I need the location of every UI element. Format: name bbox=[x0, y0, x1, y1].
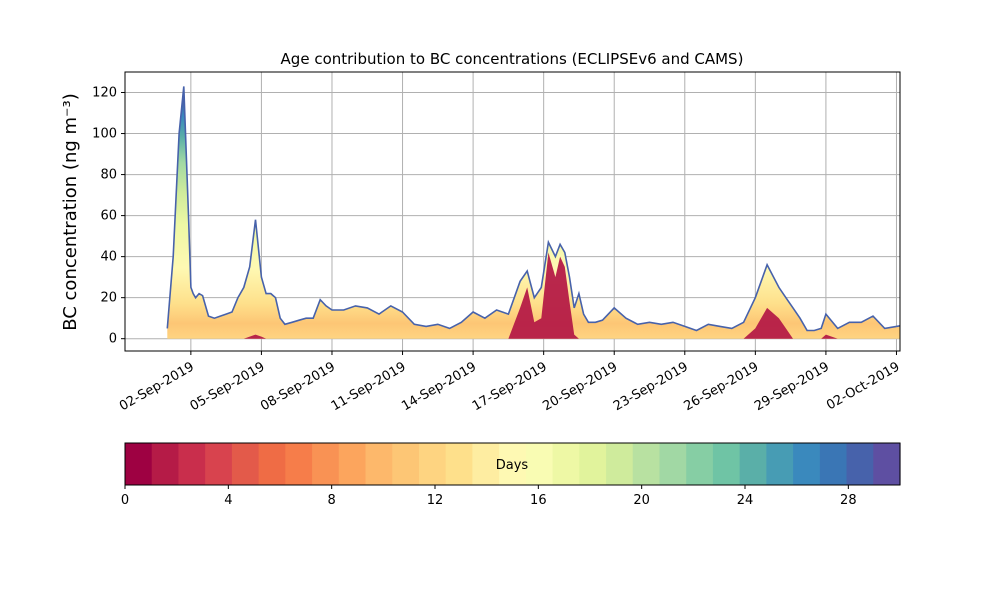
x-tick-label: 29-Sep-2019 bbox=[752, 359, 832, 414]
colorbar-swatch bbox=[338, 443, 367, 485]
x-axis: 02-Sep-201905-Sep-201908-Sep-201911-Sep-… bbox=[117, 351, 902, 414]
area-layer bbox=[166, 86, 900, 339]
x-tick-label: 23-Sep-2019 bbox=[611, 359, 691, 414]
colorbar-tick-label: 4 bbox=[224, 493, 232, 508]
colorbar-swatch bbox=[766, 443, 794, 485]
colorbar-swatch bbox=[151, 443, 180, 485]
colorbar-label: Days bbox=[496, 458, 529, 473]
colorbar-swatch bbox=[739, 443, 767, 485]
colorbar-tick-label: 16 bbox=[530, 493, 547, 508]
total-concentration-line bbox=[166, 86, 900, 332]
y-axis-label: BC concentration (ng m⁻³) bbox=[60, 93, 81, 331]
colorbar-swatch bbox=[418, 443, 447, 485]
colorbar-swatch bbox=[552, 443, 580, 485]
colorbar-tick-label: 28 bbox=[840, 493, 857, 508]
colorbar-swatch bbox=[178, 443, 206, 485]
x-tick-label: 02-Sep-2019 bbox=[117, 359, 197, 414]
colorbar-swatch bbox=[873, 443, 901, 485]
y-tick-label: 60 bbox=[100, 209, 117, 224]
colorbar-tick-label: 24 bbox=[737, 493, 754, 508]
y-axis: 0 20 40 60 80 100 120 bbox=[92, 86, 125, 347]
colorbar-swatch bbox=[205, 443, 233, 485]
x-tick-label: 17-Sep-2019 bbox=[470, 359, 550, 414]
colorbar-swatch bbox=[579, 443, 607, 485]
colorbar-swatch bbox=[606, 443, 634, 485]
x-tick-label: 20-Sep-2019 bbox=[540, 359, 620, 414]
colorbar-swatch bbox=[312, 443, 340, 485]
colorbar-swatch bbox=[365, 443, 393, 485]
x-tick-label: 02-Oct-2019 bbox=[824, 359, 902, 413]
x-tick-label: 05-Sep-2019 bbox=[188, 359, 268, 414]
young-age-area bbox=[167, 252, 900, 339]
colorbar-swatch bbox=[258, 443, 286, 485]
y-tick-label: 40 bbox=[100, 250, 117, 265]
x-tick-label: 26-Sep-2019 bbox=[682, 359, 762, 414]
colorbar-swatch bbox=[231, 443, 260, 485]
y-tick-label: 80 bbox=[100, 168, 117, 183]
colorbar-swatch bbox=[686, 443, 714, 485]
colorbar-swatch bbox=[125, 443, 153, 485]
colorbar-swatch bbox=[659, 443, 687, 485]
colorbar-swatch bbox=[472, 443, 500, 485]
x-tick-label: 08-Sep-2019 bbox=[258, 359, 338, 414]
colorbar-swatch bbox=[285, 443, 313, 485]
chart-title: Age contribution to BC concentrations (E… bbox=[281, 50, 744, 68]
colorbar-tick-label: 0 bbox=[121, 493, 129, 508]
colorbar-swatch bbox=[632, 443, 661, 485]
colorbar-tick-label: 20 bbox=[633, 493, 650, 508]
colorbar-swatch bbox=[793, 443, 821, 485]
colorbar-swatch bbox=[445, 443, 474, 485]
y-tick-label: 0 bbox=[109, 332, 117, 347]
colorbar: 0 4 8 12 16 20 24 28 bbox=[121, 442, 901, 508]
plot-frame bbox=[124, 71, 901, 352]
colorbar-swatch bbox=[846, 443, 874, 485]
y-tick-label: 120 bbox=[92, 86, 117, 101]
colorbar-frame bbox=[124, 442, 901, 486]
x-tick-label: 14-Sep-2019 bbox=[399, 359, 479, 414]
colorbar-swatch bbox=[499, 443, 527, 485]
colorbar-tick-label: 12 bbox=[427, 493, 444, 508]
colorbar-tick-label: 8 bbox=[328, 493, 336, 508]
colorbar-swatch bbox=[712, 443, 741, 485]
y-tick-label: 100 bbox=[92, 127, 117, 142]
colorbar-swatch bbox=[392, 443, 420, 485]
colorbar-swatch bbox=[525, 443, 554, 485]
colorbar-swatch bbox=[819, 443, 848, 485]
total-concentration-area bbox=[167, 86, 900, 339]
x-tick-label: 11-Sep-2019 bbox=[329, 359, 409, 414]
y-tick-label: 20 bbox=[100, 291, 117, 306]
